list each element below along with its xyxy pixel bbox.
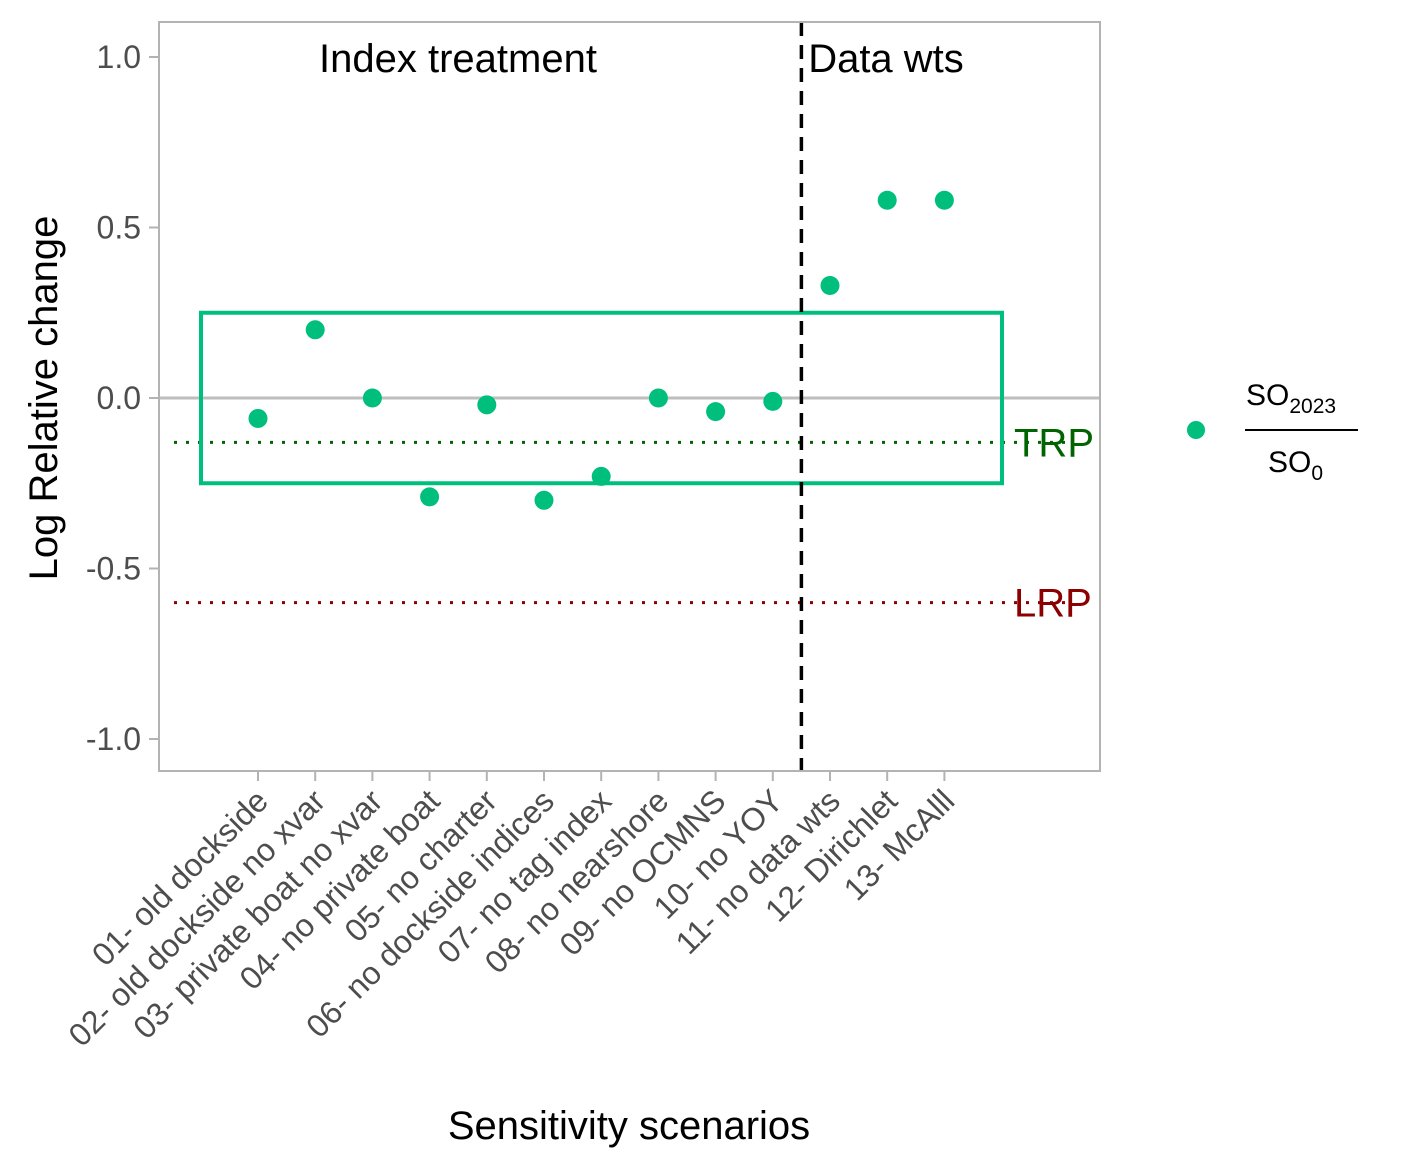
legend-denominator-base: SO: [1268, 446, 1311, 479]
data-point: [362, 388, 382, 408]
data-point: [877, 190, 897, 210]
y-tick-label: 0.5: [97, 210, 141, 246]
data-point: [591, 466, 611, 486]
data-point: [477, 395, 497, 415]
panel-border: [158, 21, 1101, 772]
data-point: [248, 408, 268, 428]
legend-point: [1187, 421, 1205, 439]
legend-denominator: SO0: [1268, 446, 1323, 485]
y-axis-title: Log Relative change: [22, 216, 66, 581]
x-axis-title: Sensitivity scenarios: [448, 1104, 810, 1148]
data-point: [534, 490, 554, 510]
legend: SO2023 SO0: [1187, 379, 1358, 485]
region-label-data-wts: Data wts: [808, 37, 964, 81]
reference-label-lrp: LRP: [1014, 582, 1092, 626]
y-tick-label: -1.0: [86, 721, 141, 757]
y-axis: 1.0 0.5 0.0 -0.5 -1.0: [86, 39, 159, 757]
region-label-index-treatment: Index treatment: [319, 37, 597, 81]
y-tick-label: 0.0: [97, 380, 141, 416]
legend-numerator-subscript: 2023: [1289, 395, 1336, 418]
data-point: [934, 190, 954, 210]
data-point: [706, 402, 726, 422]
data-point: [763, 391, 783, 411]
legend-numerator: SO2023: [1246, 379, 1336, 418]
y-tick-label: 1.0: [97, 39, 141, 75]
legend-denominator-subscript: 0: [1311, 462, 1323, 485]
data-point: [305, 320, 325, 340]
data-point: [420, 487, 440, 507]
data-point: [648, 388, 668, 408]
plot-area: TRP LRP Index treatment Data wts: [158, 21, 1101, 772]
legend-numerator-base: SO: [1246, 379, 1289, 412]
data-point: [820, 275, 840, 295]
y-tick-label: -0.5: [86, 551, 141, 587]
reference-label-trp: TRP: [1014, 421, 1094, 465]
